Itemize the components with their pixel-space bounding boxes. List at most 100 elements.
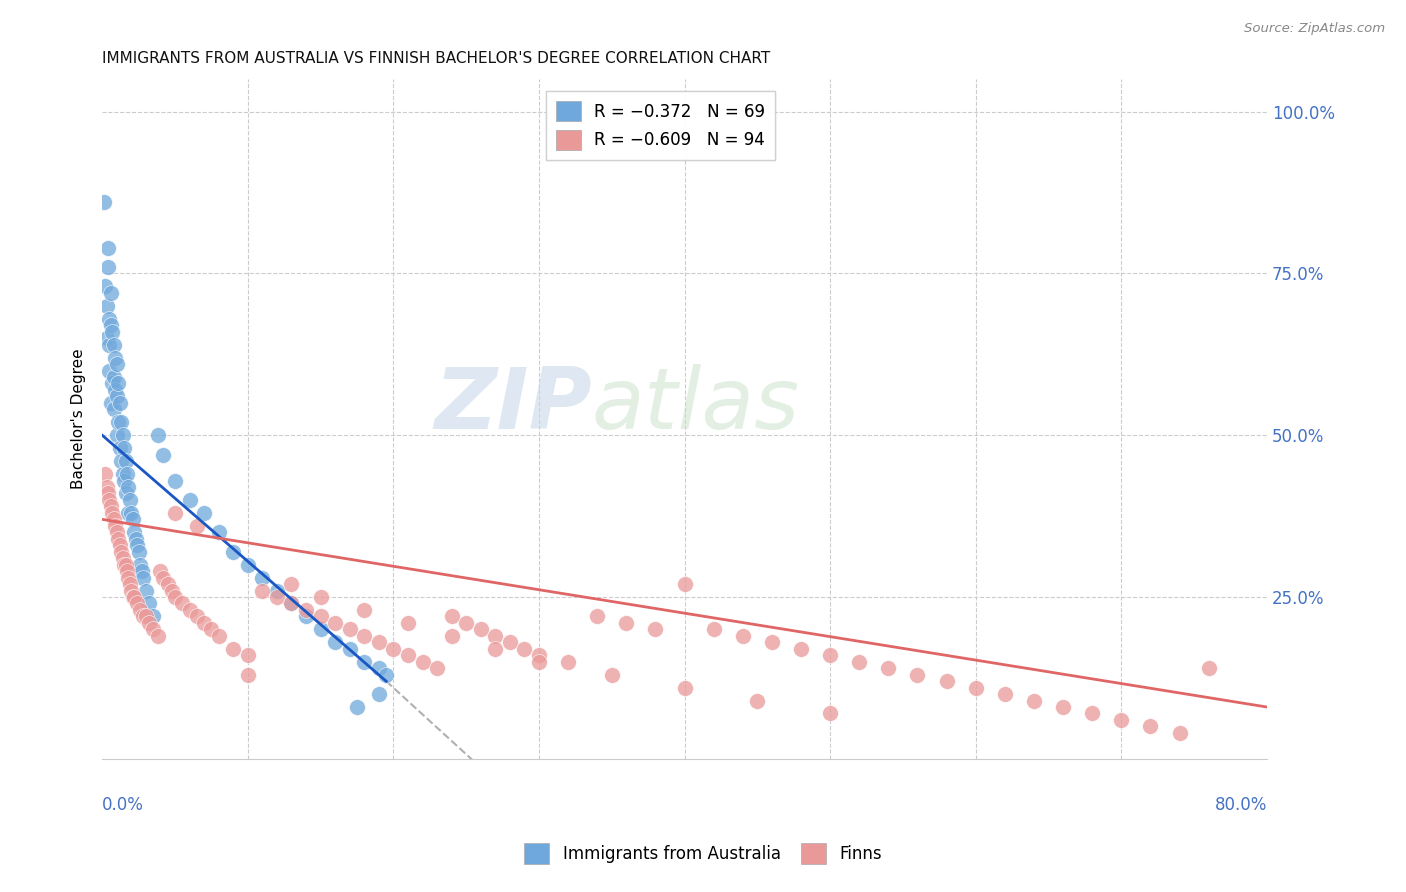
Point [1198,661,1220,675]
Point [107,376,129,391]
Point [346,700,368,714]
Point [121,512,143,526]
Point [105,389,128,403]
Point [121,590,143,604]
Point [128,545,150,559]
Point [353,603,375,617]
Point [186,609,208,624]
Legend: Immigrants from Australia, Finns: Immigrants from Australia, Finns [517,837,889,871]
Legend: R = −0.372   N = 69, R = −0.609   N = 94: R = −0.372 N = 69, R = −0.609 N = 94 [546,91,775,160]
Point [129,558,152,572]
Point [790,641,813,656]
Point [673,681,696,695]
Point [1052,700,1074,714]
Point [179,492,201,507]
Point [163,506,186,520]
Point [104,351,127,365]
Point [252,583,274,598]
Point [208,525,231,540]
Point [110,415,132,429]
Point [112,474,135,488]
Point [110,545,132,559]
Point [309,623,332,637]
Text: ZIP: ZIP [434,364,592,447]
Point [172,597,194,611]
Point [135,609,157,624]
Point [122,590,145,604]
Point [994,687,1017,701]
Point [122,525,145,540]
Point [93,195,115,210]
Point [163,590,186,604]
Point [527,648,550,663]
Point [114,558,136,572]
Point [280,597,302,611]
Point [527,655,550,669]
Point [440,629,463,643]
Point [105,525,128,540]
Point [105,428,128,442]
Point [152,571,174,585]
Point [295,609,318,624]
Point [97,486,120,500]
Point [114,454,136,468]
Point [367,661,389,675]
Point [1022,693,1045,707]
Point [600,667,623,681]
Point [295,603,318,617]
Point [513,641,536,656]
Point [112,558,135,572]
Point [149,564,172,578]
Point [179,603,201,617]
Point [818,648,841,663]
Point [163,474,186,488]
Point [367,635,389,649]
Point [127,597,149,611]
Text: 80.0%: 80.0% [1215,797,1267,814]
Point [877,661,900,675]
Point [426,661,449,675]
Point [586,609,609,624]
Point [1168,726,1191,740]
Point [193,615,215,630]
Y-axis label: Bachelor's Degree: Bachelor's Degree [72,349,86,490]
Point [907,667,929,681]
Text: Source: ZipAtlas.com: Source: ZipAtlas.com [1244,22,1385,36]
Point [107,532,129,546]
Point [280,597,302,611]
Point [131,564,153,578]
Point [848,655,870,669]
Point [146,629,169,643]
Point [236,667,259,681]
Point [120,583,142,598]
Point [252,571,274,585]
Point [103,337,125,351]
Point [138,615,160,630]
Point [94,467,117,481]
Point [111,428,134,442]
Point [747,693,769,707]
Point [98,337,121,351]
Point [100,285,122,300]
Point [222,545,245,559]
Point [101,325,124,339]
Point [208,629,231,643]
Point [456,615,478,630]
Point [97,260,120,274]
Point [108,396,131,410]
Point [499,635,522,649]
Point [120,506,142,520]
Point [135,583,157,598]
Text: IMMIGRANTS FROM AUSTRALIA VS FINNISH BACHELOR'S DEGREE CORRELATION CHART: IMMIGRANTS FROM AUSTRALIA VS FINNISH BAC… [103,51,770,66]
Point [470,623,492,637]
Point [103,370,125,384]
Point [104,383,127,397]
Point [103,512,125,526]
Point [614,615,637,630]
Point [114,486,136,500]
Point [396,615,419,630]
Point [142,609,165,624]
Point [115,467,138,481]
Point [382,641,405,656]
Point [146,428,169,442]
